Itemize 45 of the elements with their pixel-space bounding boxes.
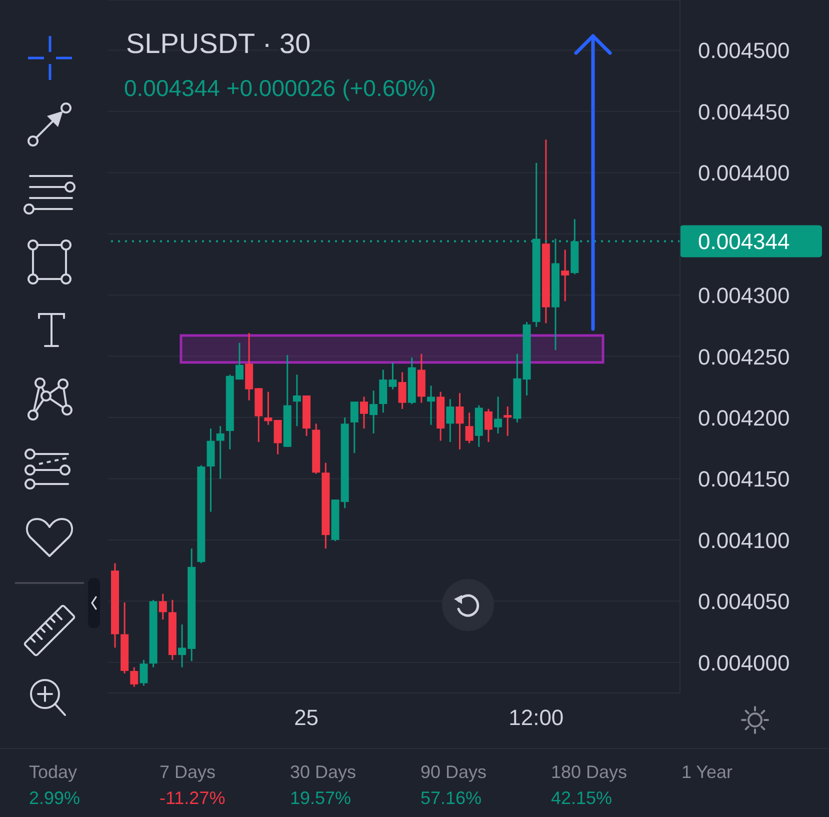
y-tick-label: 0.004450: [698, 99, 790, 124]
ref-line-label: 0.004344: [698, 229, 790, 254]
candlestick: [292, 374, 301, 427]
text: 180 Days: [551, 761, 628, 784]
candlestick: [158, 593, 167, 620]
text: 7 Days: [160, 761, 216, 784]
candlestick: [465, 412, 474, 444]
text: 19.57%: [290, 787, 352, 810]
candlestick: [427, 384, 436, 426]
y-tick-label: 0.004250: [698, 344, 790, 370]
text: 0.004344 +0.000026 (+0.60%): [124, 74, 436, 103]
y-tick-label: 0.004400: [698, 160, 790, 186]
text: 42.15%: [551, 787, 612, 810]
candlestick: [274, 419, 282, 455]
text: SLPUSDT · 30: [126, 27, 311, 61]
candlestick: [456, 392, 464, 450]
candlestick: [264, 391, 272, 426]
candlestick: [360, 396, 368, 430]
y-tick-label: 0.004150: [698, 466, 790, 492]
candlestick: [216, 425, 224, 480]
candlestick: [370, 390, 378, 434]
candlestick: [398, 371, 406, 410]
text: 2.99%: [29, 787, 80, 810]
candlestick: [504, 406, 512, 437]
text: -11.27%: [160, 787, 226, 810]
text: 57.16%: [420, 787, 482, 810]
candlestick: [561, 249, 570, 302]
candlestick: [446, 398, 454, 443]
text: 30 Days: [290, 761, 356, 784]
text: Today: [29, 761, 78, 784]
x-tick-label: 25: [294, 705, 319, 730]
y-tick-label: 0.004200: [698, 406, 790, 431]
candlestick: [350, 400, 358, 454]
y-tick-label: 0.004100: [698, 528, 790, 553]
text: 1 Year: [682, 761, 733, 784]
x-tick-label: 12:00: [508, 705, 564, 730]
y-tick-label: 0.004500: [698, 38, 790, 64]
candlestick: [484, 408, 492, 443]
text: 90 Days: [420, 761, 487, 784]
candlestick: [140, 659, 148, 686]
y-tick-label: 0.004000: [698, 650, 790, 676]
candlestick: [130, 666, 138, 688]
y-tick-label: 0.004050: [698, 589, 790, 614]
candlestick: [494, 396, 502, 434]
y-tick-label: 0.004300: [698, 283, 790, 308]
